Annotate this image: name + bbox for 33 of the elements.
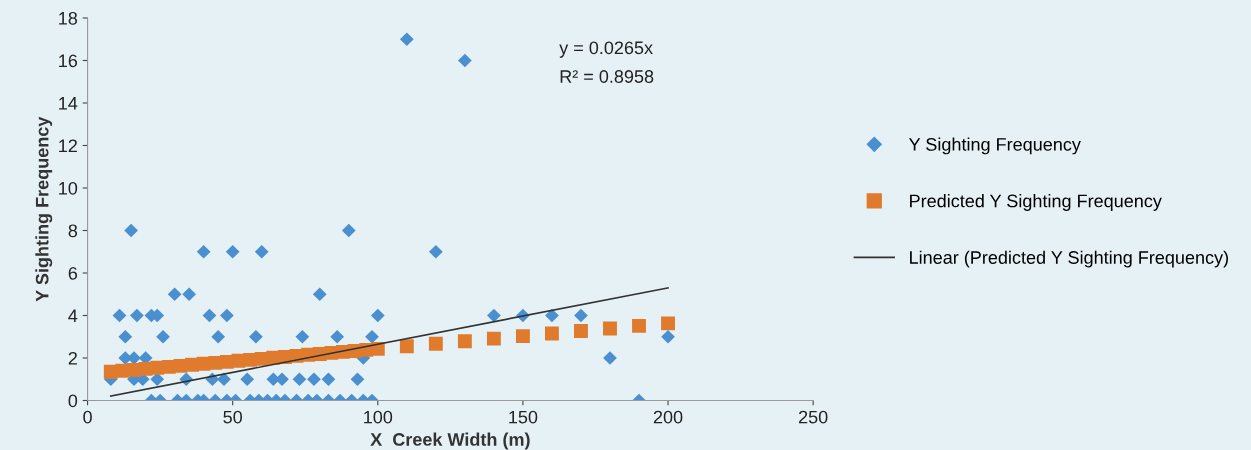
y-tick-label: 0	[68, 394, 78, 408]
legend-label: Y Sighting Frequency	[908, 137, 1081, 155]
x-tick-label: 200	[653, 410, 683, 424]
y-tick-label: 6	[68, 266, 78, 280]
point	[574, 324, 588, 338]
y-tick-label: 10	[59, 181, 78, 195]
y-tick-label: 8	[68, 224, 78, 238]
legend-label: Linear (Predicted Y Sighting Frequency)	[910, 250, 1228, 268]
y-tick-label: 18	[59, 11, 78, 25]
point	[515, 329, 530, 344]
annotation: R² = 0.8958	[560, 70, 654, 83]
x-tick-label: 150	[509, 410, 538, 424]
point	[428, 336, 443, 351]
y-tick-label: 12	[59, 139, 77, 153]
y-tick-label: 2	[68, 351, 77, 365]
y-tick-label: 16	[59, 54, 78, 68]
point	[545, 326, 559, 341]
point	[486, 331, 501, 346]
point	[632, 318, 646, 333]
x-tick-label: 0	[83, 410, 92, 424]
y-tick-label: 4	[68, 309, 78, 323]
x-tick-label: 100	[364, 410, 393, 424]
point	[603, 321, 617, 336]
y-axis-title: Y Sighting Frequency	[35, 116, 53, 302]
point	[457, 334, 472, 349]
annotation: y = 0.0265x	[559, 41, 653, 58]
point	[399, 339, 414, 354]
x-axis-title: X Creek Width (m)	[370, 432, 530, 450]
y-tick-label: 14	[59, 97, 78, 110]
x-tick-label: 50	[223, 410, 243, 424]
legend-label: Predicted Y Sighting Frequency	[910, 194, 1162, 211]
point	[661, 316, 675, 331]
x-tick-label: 250	[799, 410, 828, 424]
